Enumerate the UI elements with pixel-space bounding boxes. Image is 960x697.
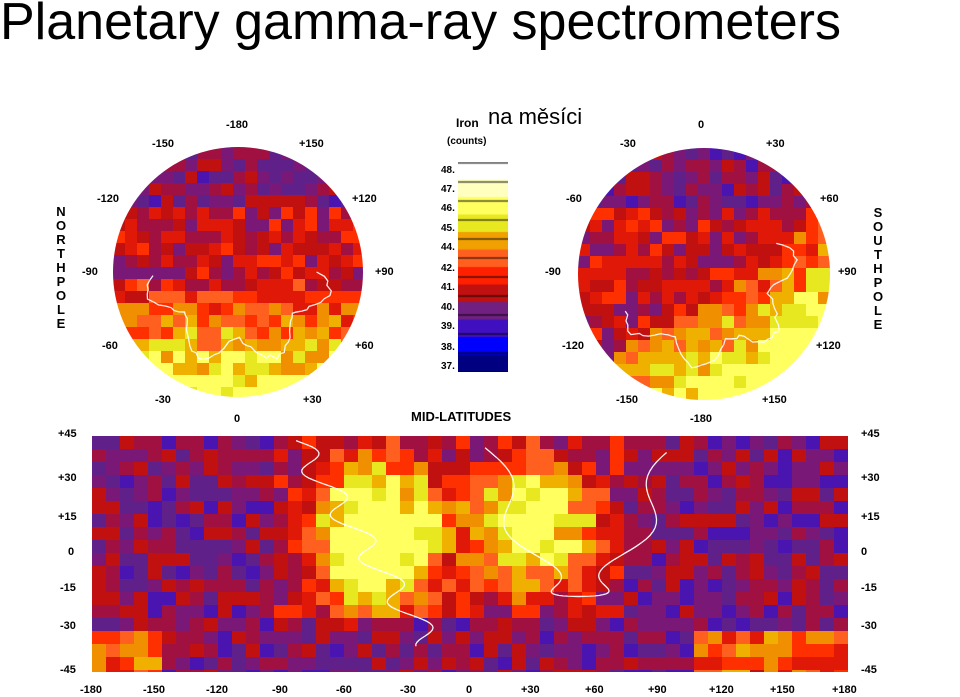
north-lon-label: -90 (82, 266, 98, 278)
mid-lon-label: +180 (832, 684, 857, 696)
mid-lat-label-left: -30 (60, 620, 76, 632)
mid-lat-label-left: +15 (58, 511, 77, 523)
north-lon-label: 0 (234, 413, 241, 425)
south-lon-label: -180 (690, 413, 713, 425)
legend-level: 45. (441, 223, 455, 234)
legend-level: 47. (441, 184, 455, 195)
mid-lon-label: +90 (648, 684, 667, 696)
legend-level: 46. (441, 203, 455, 214)
mid-lat-label-left: -15 (60, 582, 76, 594)
legend-level: 42. (441, 263, 455, 274)
south-pole-map (578, 148, 830, 400)
mid-lat-label-left: 0 (68, 546, 75, 558)
legend-level: 37. (441, 361, 455, 372)
north-lon-label: +150 (299, 138, 324, 150)
south-lon-label: -90 (545, 266, 561, 278)
north-lon-label: -60 (102, 340, 118, 352)
south-lon-label: +90 (838, 266, 857, 278)
south-lon-label: -30 (620, 138, 636, 150)
south-lon-label: -60 (566, 193, 582, 205)
mid-lat-label-right: +30 (861, 472, 880, 484)
mid-latitudes-map (92, 436, 848, 672)
mid-lat-label-right: 0 (861, 546, 868, 558)
south-lon-label: +30 (766, 138, 785, 150)
north-lon-label: -120 (97, 193, 120, 205)
mid-lat-label-left: +45 (58, 428, 77, 440)
legend-level: 40. (441, 302, 455, 313)
south-lon-label: -120 (562, 340, 585, 352)
mid-lat-label-left: -45 (60, 664, 76, 676)
slide-subtitle: na měsíci (488, 104, 583, 129)
mid-lat-label-right: -45 (861, 664, 877, 676)
legend-level: 48. (441, 165, 455, 176)
north-pole-map (113, 147, 363, 397)
mid-lat-label-right: +45 (861, 428, 880, 440)
mid-lon-label: -60 (336, 684, 352, 696)
north-lon-label: +60 (355, 340, 374, 352)
north-lon-label: +30 (303, 394, 322, 406)
mid-lon-label: +30 (521, 684, 540, 696)
mid-lon-label: -90 (272, 684, 288, 696)
mid-latitudes-title: MID-LATITUDES (411, 409, 512, 424)
slide-title: Planetary gamma-ray spectrometers (0, 0, 841, 51)
legend-unit: (counts) (447, 136, 487, 147)
mid-lat-label-left: +30 (58, 472, 77, 484)
color-scale-bar (458, 162, 508, 372)
mid-lat-label-right: -30 (861, 620, 877, 632)
south-lon-label: 0 (698, 119, 705, 131)
south-lon-label: +120 (816, 340, 841, 352)
south-lon-label: -150 (616, 394, 639, 406)
north-lon-label: -150 (152, 138, 175, 150)
mid-lon-label: -30 (400, 684, 416, 696)
mid-lat-label-right: +15 (861, 511, 880, 523)
mid-lon-label: -150 (143, 684, 166, 696)
north-pole-side-label: NORTH POLE (55, 204, 67, 331)
south-pole-side-label: SOUTH POLE (872, 205, 884, 332)
north-lon-label: -180 (226, 119, 249, 131)
legend-level: 41. (441, 282, 455, 293)
mid-lon-label: -180 (80, 684, 103, 696)
legend-level: 44. (441, 242, 455, 253)
mid-lon-label: -120 (206, 684, 229, 696)
north-lon-label: +90 (375, 266, 394, 278)
south-lon-label: +60 (820, 193, 839, 205)
north-lon-label: -30 (155, 394, 171, 406)
mid-lat-label-right: -15 (861, 582, 877, 594)
north-lon-label: +120 (352, 193, 377, 205)
mid-lon-label: +60 (585, 684, 604, 696)
legend-title: Iron (456, 116, 479, 130)
mid-lon-label: +120 (709, 684, 734, 696)
south-lon-label: +150 (762, 394, 787, 406)
legend-level: 39. (441, 321, 455, 332)
mid-lon-label: +150 (770, 684, 795, 696)
legend-level: 38. (441, 342, 455, 353)
mid-lon-label: 0 (466, 684, 473, 696)
